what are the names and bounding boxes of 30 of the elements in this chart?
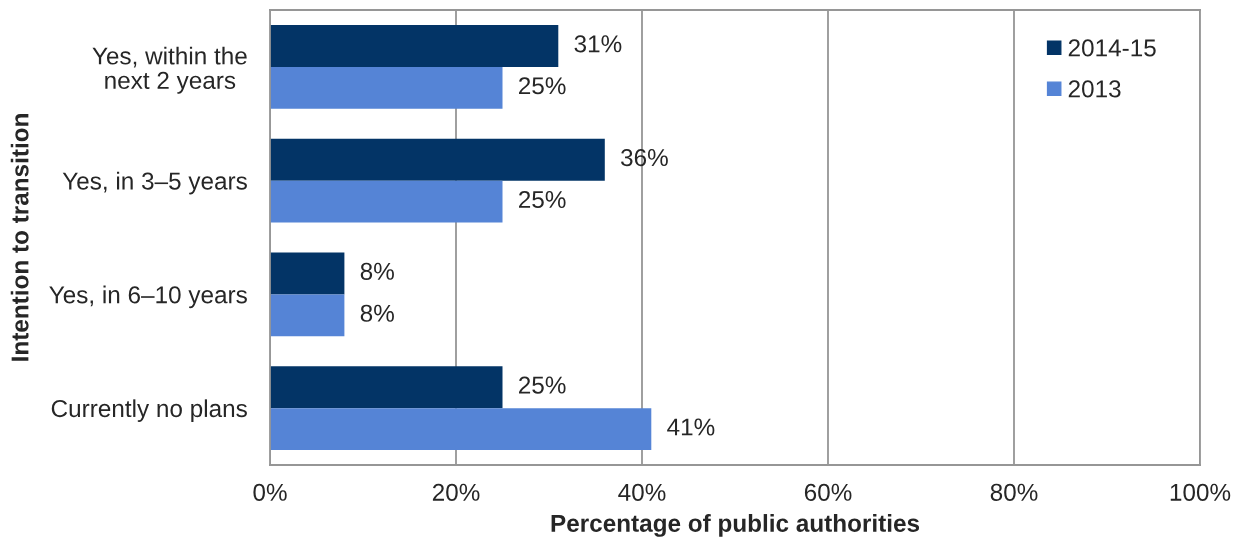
data-label: 41% — [667, 418, 715, 436]
y-tick-label: Yes, in 3–5 years — [62, 171, 247, 195]
y-tick-label: Yes, within the next 2 years — [92, 46, 247, 94]
x-tick-label: 20% — [432, 483, 480, 501]
data-label: 25% — [519, 190, 566, 209]
x-axis-title: Percentage of public authorities — [551, 514, 920, 537]
data-label: 8% — [360, 304, 394, 322]
bar — [270, 252, 345, 295]
bar — [270, 24, 559, 67]
data-label: 31% — [574, 35, 622, 53]
x-tick-label: 40% — [618, 483, 666, 501]
data-label: 8% — [360, 262, 394, 280]
data-label: 25% — [519, 376, 566, 394]
x-tick-label: 80% — [990, 483, 1038, 501]
x-tick-label: 0% — [253, 483, 287, 501]
x-tick-label: 60% — [804, 483, 852, 501]
bar — [270, 294, 345, 337]
bar — [270, 66, 503, 109]
bar — [270, 366, 503, 409]
bar — [270, 408, 652, 451]
legend-label: 2014-15 — [1068, 39, 1156, 57]
bar — [270, 138, 605, 181]
data-label: 25% — [519, 77, 566, 95]
y-tick-label: Currently no plans — [51, 399, 247, 422]
bar — [270, 180, 503, 223]
x-tick-label: 100% — [1170, 483, 1231, 501]
y-axis-title: Intention to transition — [10, 114, 29, 361]
y-tick-label: Yes, in 6–10 years — [49, 285, 247, 309]
data-label: 36% — [621, 148, 668, 167]
legend-label: 2013 — [1068, 80, 1121, 98]
